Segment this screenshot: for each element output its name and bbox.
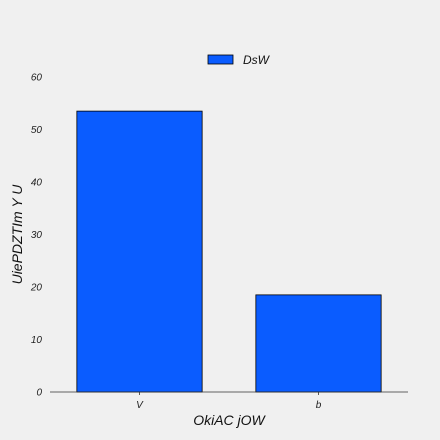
bar-b <box>255 294 382 393</box>
y-tick-label: 60 <box>31 73 43 84</box>
x-tick-label: V <box>136 400 144 411</box>
y-tick-label: 10 <box>31 335 43 346</box>
x-tick-label: b <box>316 400 322 411</box>
legend-swatch <box>207 54 234 65</box>
y-tick-label: 30 <box>31 230 43 241</box>
y-tick-label: 20 <box>30 283 43 294</box>
y-tick-label: 40 <box>31 178 43 189</box>
y-axis-ticks: 0 10 20 30 40 50 60 <box>30 73 43 399</box>
legend-label: DsW <box>243 53 271 67</box>
y-axis-title: UiePDZTIm Y U <box>9 184 25 285</box>
y-tick-label: 0 <box>36 388 42 399</box>
y-tick-label: 50 <box>31 125 43 136</box>
bar-V <box>76 110 203 393</box>
legend: DsW <box>207 53 271 67</box>
bars-layer <box>76 110 382 393</box>
x-axis-title: OkiAC jOW <box>193 412 266 428</box>
